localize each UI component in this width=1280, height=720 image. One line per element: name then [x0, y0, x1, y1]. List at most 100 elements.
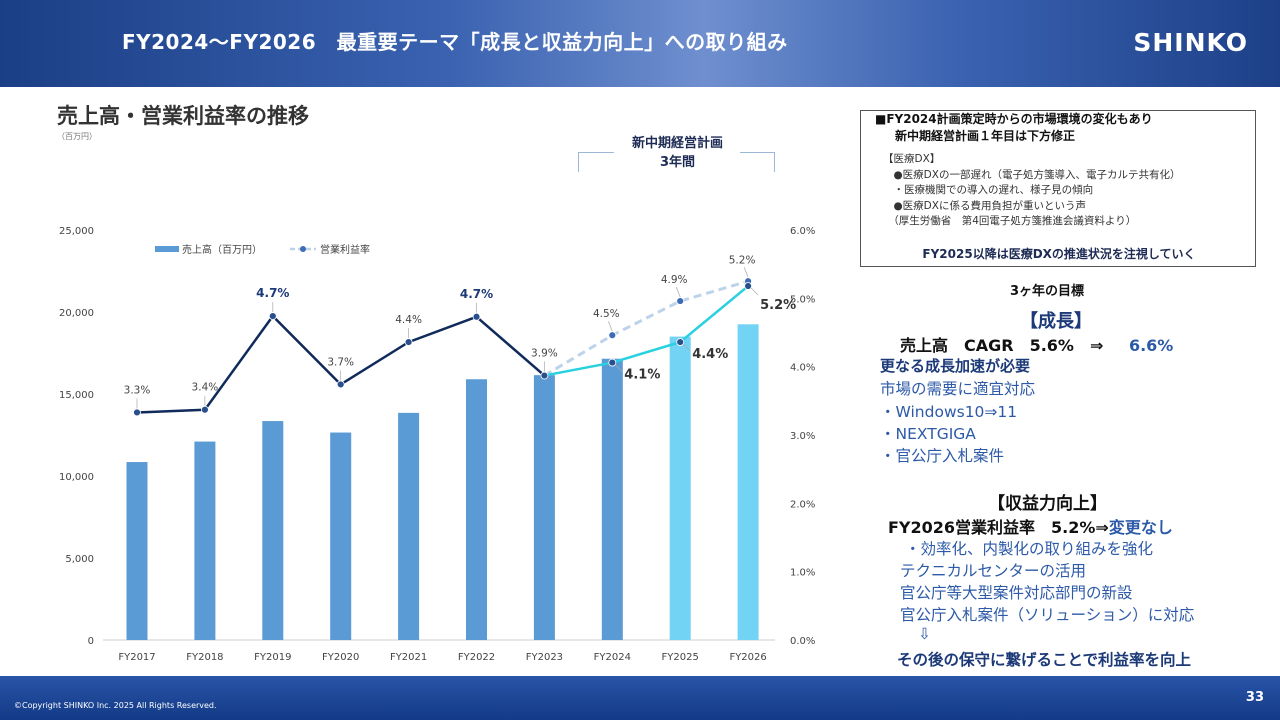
data-label-revised: 5.2% — [760, 298, 796, 313]
growth-subtitle: 更なる成長加速が必要 — [880, 357, 1031, 375]
point-actual-margin — [200, 405, 209, 414]
x-tick-label: FY2021 — [390, 652, 427, 663]
data-label-plan: 5.2% — [729, 254, 756, 266]
growth-item: ・官公庁入札案件 — [880, 447, 1005, 465]
note-heading-line1: ■FY2024計画策定時からの市場環境の変化もあり — [875, 112, 1153, 126]
growth-item: ・Windows10⇒11 — [880, 403, 1018, 421]
x-tick-label: FY2025 — [662, 652, 699, 663]
line-revised-margin — [544, 285, 749, 377]
data-label-actual: 4.4% — [395, 314, 422, 326]
y-left-tick-label: 20,000 — [59, 308, 94, 319]
y-left-tick-label: 15,000 — [59, 390, 94, 401]
bar-sales — [126, 462, 148, 640]
growth-item: 市場の需要に適宜対応 — [880, 380, 1036, 398]
down-arrow-icon: ⇩ — [918, 625, 931, 643]
company-logo: SHINKO — [1133, 28, 1248, 57]
y-right-tick-label: 2.0% — [790, 499, 815, 510]
header-bar: FY2024～FY2026 最重要テーマ「成長と収益力向上」への取り組み SHI… — [0, 0, 1280, 87]
note-line: ●医療DXの一部遅れ（電子処方箋導入、電子カルテ共有化） — [883, 168, 1181, 181]
profit-title: 【収益力向上】 — [988, 494, 1107, 514]
note-heading-line2: 新中期経営計画１年目は下方修正 — [895, 129, 1076, 143]
legend-bar-label: 売上高（百万円） — [182, 243, 262, 256]
profit-item: テクニカルセンターの活用 — [900, 562, 1087, 580]
page-number: 33 — [1245, 690, 1264, 705]
y-left-tick-label: 5,000 — [65, 554, 94, 565]
x-tick-label: FY2018 — [186, 652, 223, 663]
y-right-tick-label: 5.0% — [790, 294, 815, 305]
x-tick-label: FY2020 — [322, 652, 359, 663]
growth-item: ・NEXTGIGA — [880, 425, 976, 443]
x-tick-label: FY2024 — [594, 652, 631, 663]
profit-item: 官公庁等大型案件対応部門の新設 — [900, 584, 1133, 602]
point-plan-margin — [676, 297, 685, 305]
label-leader — [682, 343, 691, 352]
note-footer: FY2025以降は医療DXの推進状況を注視していく — [922, 247, 1196, 261]
growth-target-current: 売上高 CAGR 5.6% ⇒ — [900, 336, 1104, 355]
bar-sales — [533, 375, 555, 640]
point-revised-margin — [676, 338, 685, 346]
y-right-tick-label: 0.0% — [790, 636, 815, 647]
point-actual-margin — [336, 380, 345, 389]
point-revised-margin — [608, 358, 617, 367]
point-actual-margin — [472, 312, 481, 321]
line-plan-margin — [543, 279, 749, 377]
note-body: 【医療DX】 ●医療DXの一部遅れ（電子処方箋導入、電子カルテ共有化） ・医療機… — [883, 152, 1180, 230]
bar-sales — [194, 441, 216, 640]
bar-sales — [601, 358, 623, 640]
x-tick-label: FY2017 — [118, 652, 155, 663]
unit-note: （百万円） — [57, 132, 97, 141]
data-label-actual: 3.3% — [124, 384, 151, 396]
note-heading: ■FY2024計画策定時からの市場環境の変化もあり 新中期経営計画１年目は下方修… — [875, 111, 1153, 145]
profit-conclusion: その後の保守に繋げることで利益率を向上 — [897, 651, 1192, 669]
label-leader — [615, 364, 623, 372]
note-line: ・医療機関での導入の遅れ、様子見の傾向 — [883, 184, 1094, 196]
note-line: 【医療DX】 — [883, 153, 941, 165]
y-right-tick-label: 6.0% — [790, 226, 815, 237]
point-plan-margin — [608, 331, 617, 340]
bar-sales — [398, 412, 420, 640]
page-title: FY2024～FY2026 最重要テーマ「成長と収益力向上」への取り組み — [122, 30, 788, 54]
data-label-revised: 4.1% — [624, 368, 660, 383]
y-right-tick-label: 4.0% — [790, 363, 815, 374]
footer-bar: ©Copyright SHINKO Inc. 2025 All Rights R… — [0, 676, 1280, 720]
profit-target-current: FY2026営業利益率 5.2%⇒ — [888, 518, 1109, 537]
y-left-tick-label: 0 — [88, 636, 94, 647]
data-label-revised: 4.4% — [692, 347, 728, 362]
data-label-plan: 4.9% — [661, 274, 688, 286]
x-tick-label: FY2023 — [526, 652, 563, 663]
profit-item: 官公庁入札案件（ソリューション）に対応 — [900, 606, 1195, 624]
growth-title: 【成長】 — [1020, 311, 1092, 332]
plan-period-label: 新中期経営計画 3年間 — [580, 134, 775, 172]
label-leader — [743, 267, 749, 278]
y-left-tick-label: 10,000 — [59, 472, 94, 483]
bar-sales — [669, 336, 691, 640]
profit-item: ・効率化、内製化の取り組みを強化 — [905, 540, 1154, 558]
point-actual-margin — [268, 312, 277, 321]
goal-title: 3ヶ年の目標 — [1010, 284, 1085, 299]
bar-sales — [262, 421, 284, 640]
copyright: ©Copyright SHINKO Inc. 2025 All Rights R… — [14, 701, 217, 710]
label-leader — [750, 287, 759, 296]
label-leader — [607, 321, 613, 332]
data-label-actual: 4.7% — [256, 286, 289, 300]
data-label-actual: 4.7% — [460, 287, 493, 301]
y-left-tick-label: 25,000 — [59, 226, 94, 237]
note-line: ●医療DXに係る費用負担が重いという声 — [883, 199, 1086, 212]
profit-target-status: 変更なし — [1108, 518, 1173, 537]
point-actual-margin — [133, 408, 141, 417]
data-label-actual: 3.9% — [531, 348, 558, 360]
bar-sales — [466, 379, 487, 640]
market-note-box: ■FY2024計画策定時からの市場環境の変化もあり 新中期経営計画１年目は下方修… — [860, 110, 1256, 267]
growth-target: 売上高 CAGR 5.6% ⇒ 6.6% — [900, 332, 1173, 356]
note-line: （厚生労働省 第4回電子処方箋推進会議資料より） — [883, 215, 1137, 227]
data-label-plan: 4.5% — [593, 308, 620, 320]
data-label-actual: 3.4% — [192, 382, 219, 394]
x-tick-label: FY2026 — [729, 652, 766, 663]
plan-label-line1: 新中期経営計画 — [631, 136, 723, 151]
bar-sales — [737, 324, 759, 640]
y-right-tick-label: 1.0% — [790, 568, 815, 579]
x-tick-label: FY2019 — [254, 652, 291, 663]
sales-margin-chart: 0 5,000 10,000 15,000 20,000 25,000 0.0% 1.0% 2.… — [59, 226, 815, 663]
point-actual-margin — [404, 338, 413, 346]
legend-line-label: 営業利益率 — [320, 243, 370, 256]
